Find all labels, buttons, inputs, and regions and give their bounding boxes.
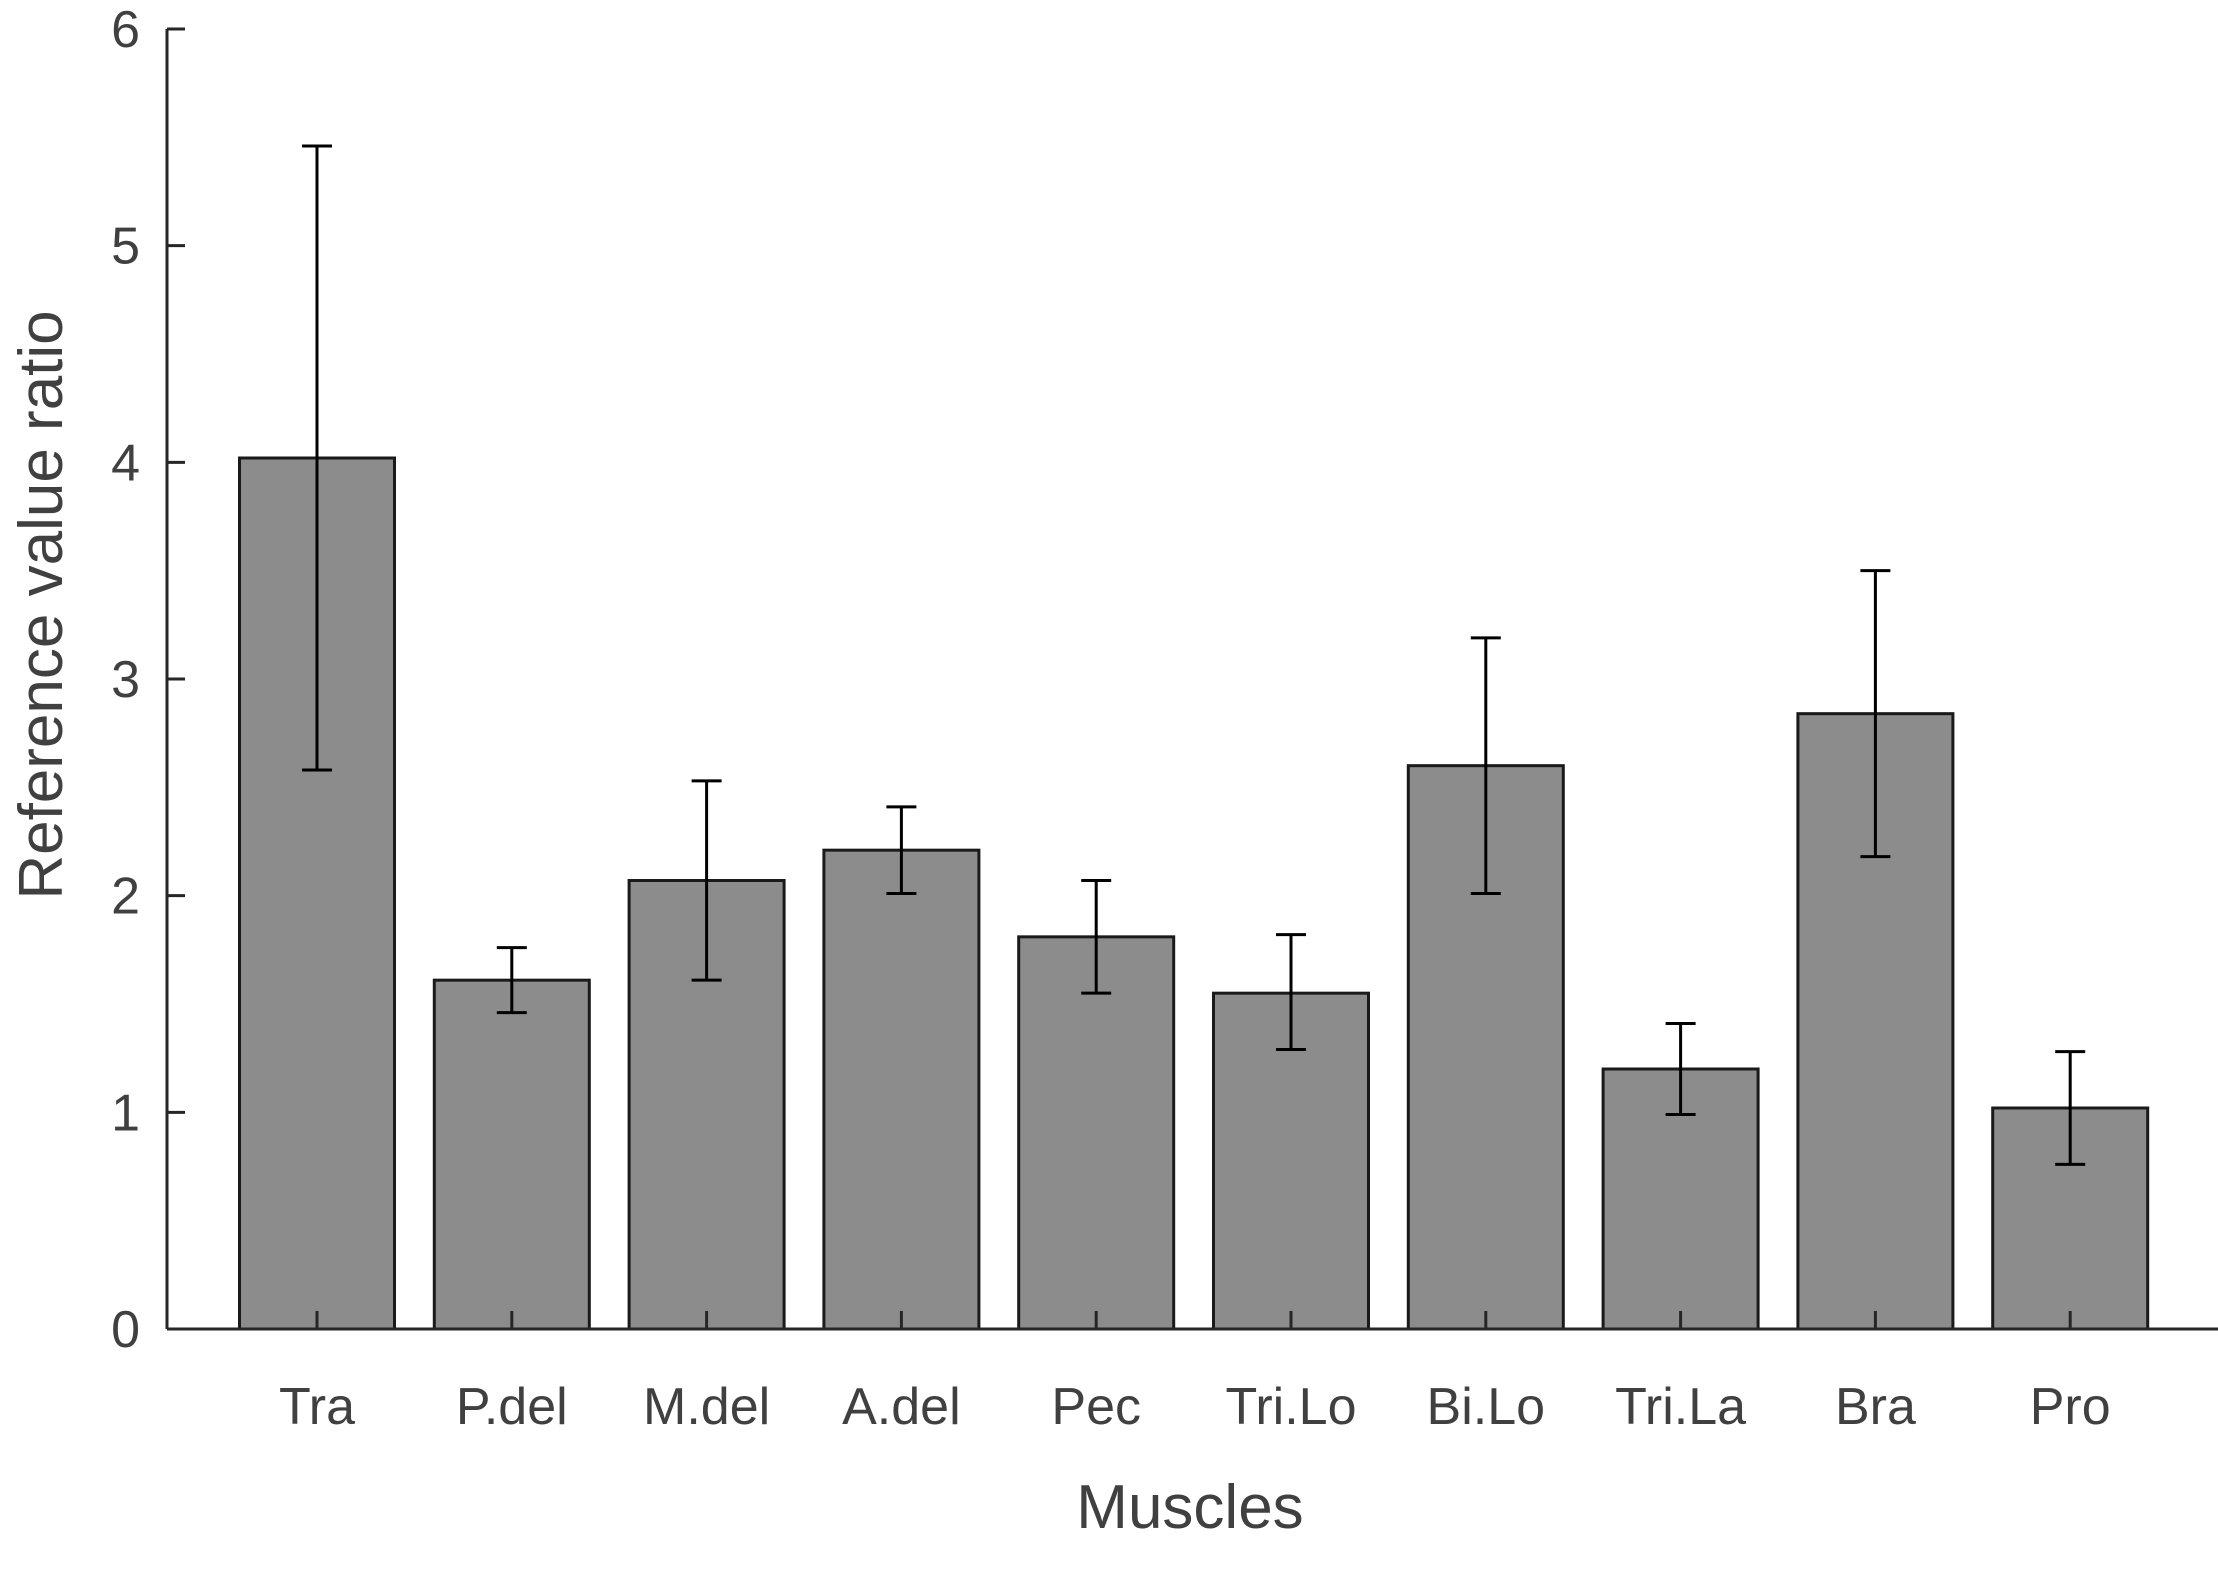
x-tick-label: Pec xyxy=(1051,1378,1141,1436)
y-tick-label: 4 xyxy=(111,434,140,492)
error-bar-tra xyxy=(302,144,332,772)
y-tick-label: 5 xyxy=(111,218,140,276)
y-tick-label: 0 xyxy=(111,1301,140,1359)
x-tick-label: Bi.Lo xyxy=(1427,1378,1546,1436)
x-tick-label: Pro xyxy=(2030,1378,2111,1436)
x-tick-label: A.del xyxy=(842,1378,961,1436)
error-bar-a-del xyxy=(886,805,917,895)
error-bar-p-del xyxy=(496,946,527,1015)
x-tick-label: P.del xyxy=(456,1378,568,1436)
y-ticks-layer: 0 1 2 3 4 5 6 xyxy=(111,1,185,1359)
error-bar-bi-lo xyxy=(1470,636,1501,895)
y-axis-label: Reference value ratio xyxy=(7,310,76,899)
y-tick-label: 6 xyxy=(111,1,140,59)
x-axis-label: Muscles xyxy=(1076,1473,1303,1542)
x-tick-label: Tri.Lo xyxy=(1226,1378,1357,1436)
y-tick-label: 1 xyxy=(111,1084,140,1142)
bars-layer xyxy=(238,456,2150,1331)
error-bar-tri-lo xyxy=(1276,933,1306,1051)
x-tick-label: Tri.La xyxy=(1615,1378,1746,1436)
error-bar-pro xyxy=(2055,1050,2086,1166)
bar-pec xyxy=(1017,935,1176,1331)
error-bar-m-del xyxy=(691,779,722,982)
x-tick-label: Tra xyxy=(279,1378,355,1436)
error-bar-bra xyxy=(1860,569,1891,859)
x-tick-label: M.del xyxy=(643,1378,770,1436)
error-bar-pec xyxy=(1081,879,1112,995)
x-tick-label: Bra xyxy=(1835,1378,1916,1436)
error-bars-layer xyxy=(302,144,2086,1166)
bar-a-del xyxy=(822,848,981,1331)
error-bar-tri-la xyxy=(1665,1022,1696,1116)
y-tick-label: 2 xyxy=(111,868,140,926)
y-tick-label: 3 xyxy=(111,651,140,709)
bar-p-del xyxy=(432,978,591,1331)
x-ticks-layer: Tra P.del M.del A.del Pec Tri.Lo Bi.Lo Tri.La Br… xyxy=(279,1311,2111,1436)
